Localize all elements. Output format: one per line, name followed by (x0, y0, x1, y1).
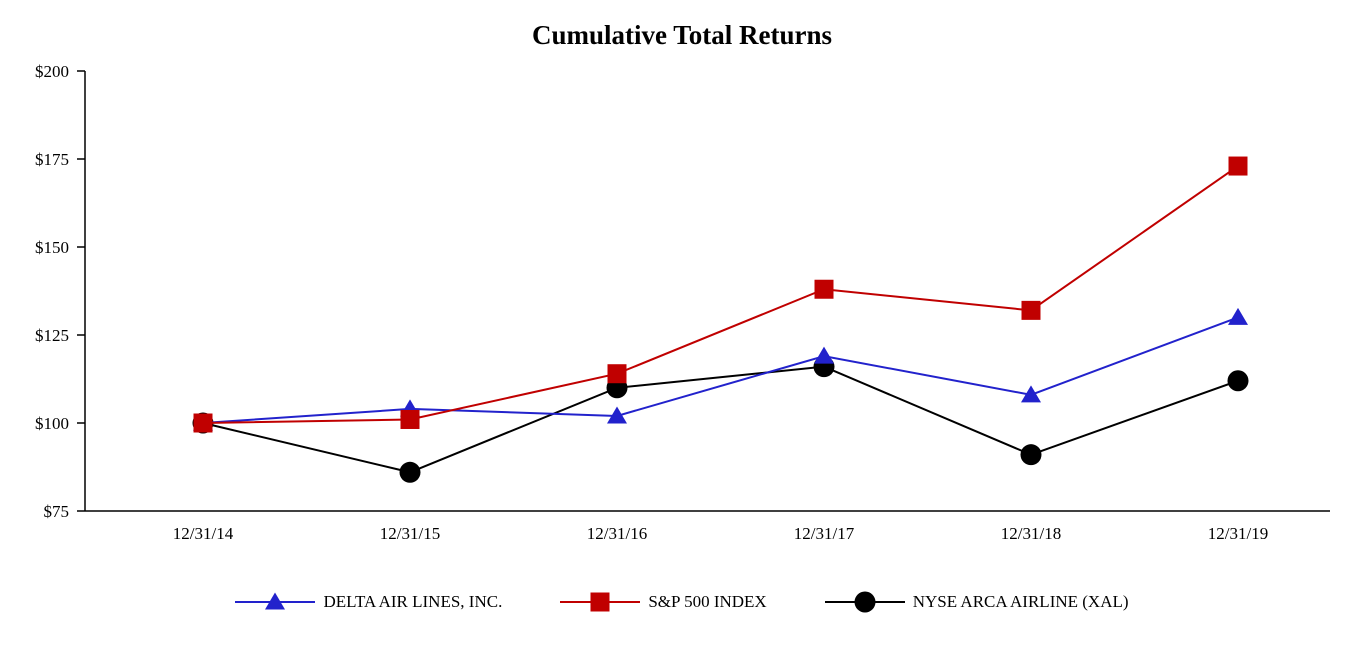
legend-item-sp500: S&P 500 INDEX (560, 589, 767, 615)
data-point-marker-0-5 (1228, 307, 1248, 325)
x-axis-tick-label: 12/31/16 (587, 524, 647, 543)
y-axis-tick-label: $175 (35, 150, 69, 169)
series-line-2 (202, 365, 1239, 474)
chart-title: Cumulative Total Returns (531, 20, 833, 50)
y-axis-tick-label: $200 (35, 62, 69, 81)
data-point-marker-2-5 (1227, 370, 1249, 392)
legend-marker-shape (265, 592, 286, 610)
legend-marker-shape (854, 591, 876, 613)
legend-label-xal: NYSE ARCA AIRLINE (XAL) (912, 592, 1129, 611)
data-point-marker-1-4 (1021, 300, 1041, 320)
series-line-1 (202, 165, 1239, 424)
data-point-marker-0-4 (1021, 385, 1041, 403)
y-axis-tick-label: $100 (35, 414, 69, 433)
x-axis-tick-label: 12/31/15 (380, 524, 440, 543)
series-line-0 (202, 316, 1239, 424)
legend-item-delta: DELTA AIR LINES, INC. (235, 589, 502, 615)
xal-circle-marker-icon (824, 591, 905, 613)
data-point-marker-1-0 (193, 413, 213, 433)
data-point-marker-2-1 (399, 461, 421, 483)
data-point-marker-2-4 (1020, 444, 1042, 466)
legend-label-delta: DELTA AIR LINES, INC. (323, 592, 503, 611)
y-axis-tick-label: $75 (44, 502, 70, 521)
y-axis-tick-label: $150 (35, 238, 69, 257)
delta-triangle-marker-icon (235, 592, 316, 610)
sp500-square-marker-icon (560, 592, 641, 612)
chart-legend: DELTA AIR LINES, INC. S&P 500 INDEX NYSE… (0, 589, 1364, 615)
data-point-marker-1-5 (1228, 156, 1248, 176)
legend-marker-shape (590, 592, 610, 612)
x-axis-tick-label: 12/31/19 (1208, 524, 1268, 543)
data-point-marker-0-3 (814, 346, 834, 364)
x-axis-tick-label: 12/31/14 (173, 524, 234, 543)
legend-item-xal: NYSE ARCA AIRLINE (XAL) (824, 589, 1129, 615)
data-point-marker-1-2 (607, 364, 627, 384)
legend-label-sp500: S&P 500 INDEX (648, 592, 767, 611)
y-axis-tick-label: $125 (35, 326, 69, 345)
x-axis-tick-label: 12/31/17 (794, 524, 855, 543)
data-point-marker-1-1 (400, 409, 420, 429)
data-point-marker-0-2 (607, 406, 627, 424)
data-point-marker-1-3 (814, 279, 834, 299)
cumulative-total-returns-line-chart: $75 $100 $125 $150 $175 $200 12/31/14 12/31/15 1… (35, 62, 1330, 543)
x-axis-tick-label: 12/31/18 (1001, 524, 1061, 543)
